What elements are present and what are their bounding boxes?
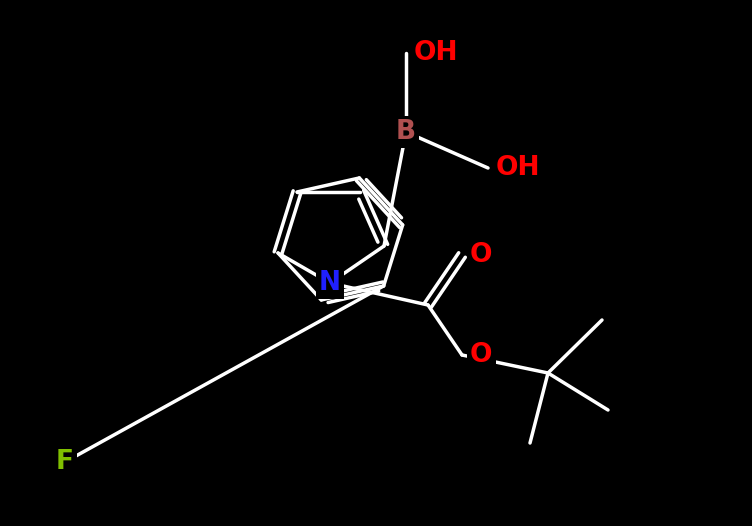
Text: B: B [396, 119, 416, 145]
Text: F: F [56, 449, 74, 475]
Text: OH: OH [496, 155, 541, 181]
Text: O: O [470, 242, 493, 268]
Text: OH: OH [414, 40, 459, 66]
Text: O: O [470, 342, 493, 368]
Text: N: N [319, 270, 341, 296]
